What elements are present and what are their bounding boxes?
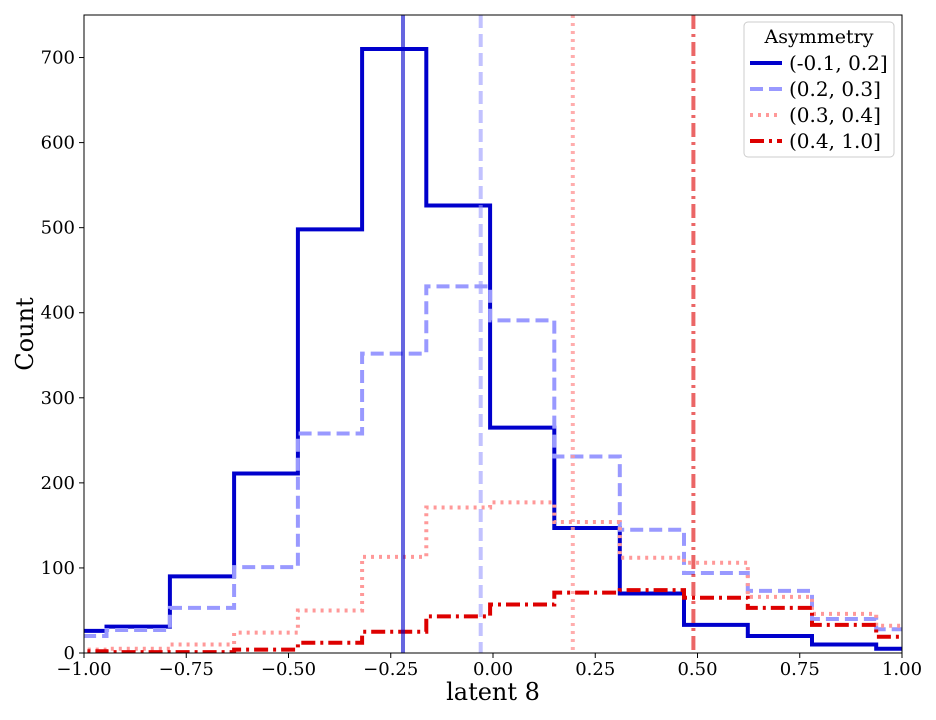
y-tick-label: 200 [41,473,75,494]
x-tick-label: −1.00 [56,659,111,680]
legend-entry-2: (0.2, 0.3] [750,77,881,101]
x-tick-label: 0.50 [677,659,717,680]
y-tick-label: 400 [41,303,75,324]
legend-entry-4: (0.4, 1.0] [750,129,881,153]
x-tick-label: 1.00 [882,659,922,680]
y-tick-label: 100 [41,558,75,579]
x-tick-label: 0.25 [575,659,615,680]
legend-label: (-0.1, 0.2] [789,51,888,75]
y-tick-label: 600 [41,133,75,154]
x-axis: −1.00 −0.75 −0.50 −0.25 0.00 0.25 0.50 0.75 1.00 [56,653,922,680]
x-tick-label: 0.75 [780,659,820,680]
x-tick-label: 0.00 [473,659,513,680]
legend-label: (0.3, 0.4] [789,103,881,127]
x-tick-label: −0.25 [363,659,418,680]
legend-entry-1: (-0.1, 0.2] [750,51,888,75]
histogram-series-4 [84,588,902,653]
y-axis: 0 100 200 300 400 500 600 700 [41,48,84,664]
legend: Asymmetry (-0.1, 0.2](0.2, 0.3](0.3, 0.4… [743,21,895,158]
legend-label: (0.2, 0.3] [789,77,881,101]
x-tick-label: −0.50 [261,659,316,680]
median-lines [401,15,696,653]
legend-label: (0.4, 1.0] [789,129,881,153]
x-axis-title: latent 8 [446,678,540,706]
y-axis-title: Count [11,297,39,371]
legend-title: Asymmetry [764,26,874,48]
x-tick-label: −0.75 [159,659,214,680]
legend-entry-3: (0.3, 0.4] [750,103,881,127]
histogram-series-2 [84,284,902,638]
y-tick-label: 0 [64,643,75,664]
y-tick-label: 300 [41,388,75,409]
legend-entries: (-0.1, 0.2](0.2, 0.3](0.3, 0.4](0.4, 1.0… [750,51,888,153]
series-layer [84,47,902,653]
y-tick-label: 700 [41,48,75,69]
legend-box [743,21,895,158]
y-tick-label: 500 [41,218,75,239]
histogram-series-3 [84,500,902,652]
